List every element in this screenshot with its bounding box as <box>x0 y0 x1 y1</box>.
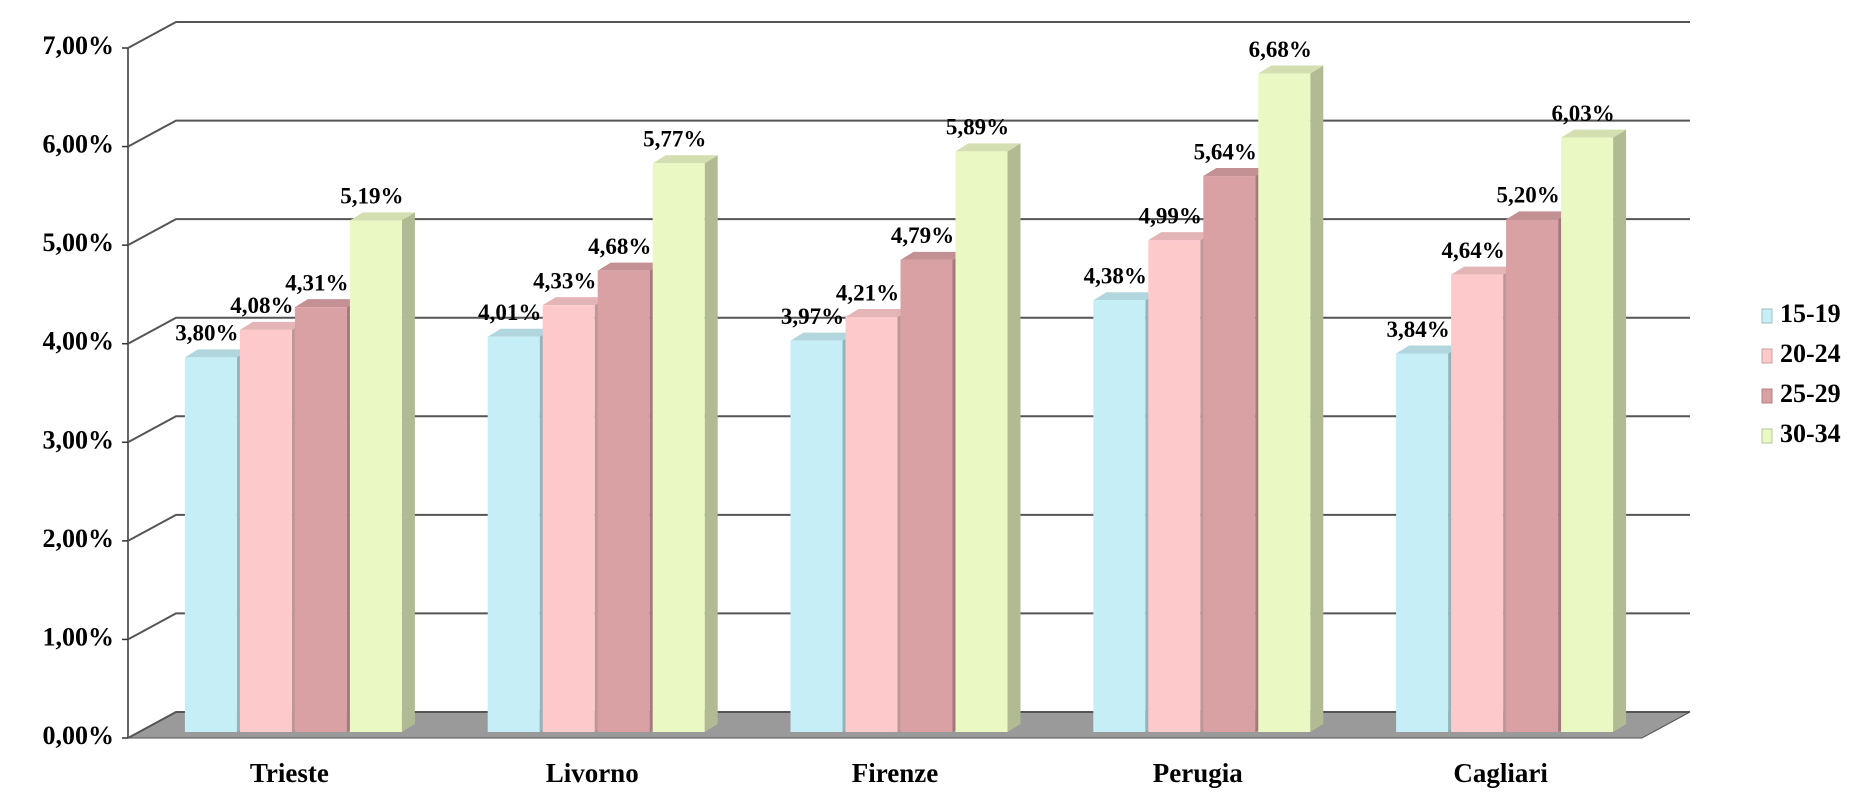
y-tick-label: 5,00% <box>43 228 115 257</box>
value-label: 5,64% <box>1194 139 1257 164</box>
bar <box>295 307 347 732</box>
bar <box>350 220 402 732</box>
bar <box>185 357 237 732</box>
bar <box>1148 240 1200 732</box>
y-tick-label: 6,00% <box>43 130 115 159</box>
x-tick-label: Livorno <box>546 758 639 788</box>
y-tick-label: 2,00% <box>43 524 115 553</box>
value-label: 5,77% <box>643 127 706 152</box>
bar <box>1258 74 1310 732</box>
value-label: 4,64% <box>1441 238 1504 263</box>
bar <box>956 151 1008 732</box>
legend-swatch <box>1762 389 1772 403</box>
bar <box>543 305 595 732</box>
y-tick-label: 0,00% <box>43 721 115 750</box>
bar-side <box>1008 143 1021 732</box>
bar <box>1451 275 1503 732</box>
value-label: 4,79% <box>891 223 954 248</box>
chart: 0,00% 1,00% 2,00% 3,00% 4,00% 5,00% 6,00% 7,00%… <box>0 0 1866 793</box>
bar <box>598 271 650 732</box>
bar-side <box>1310 66 1323 732</box>
value-label: 5,89% <box>946 115 1009 140</box>
value-label: 4,31% <box>285 270 348 295</box>
value-label: 4,33% <box>533 268 596 293</box>
value-label: 4,21% <box>836 280 899 305</box>
y-tick-label: 3,00% <box>43 425 115 454</box>
legend-label: 25-29 <box>1780 379 1841 408</box>
bar <box>791 341 843 732</box>
grid-line <box>128 22 1690 48</box>
bar <box>1093 300 1145 732</box>
value-label: 4,08% <box>230 293 293 318</box>
legend-swatch <box>1762 309 1772 323</box>
value-label: 6,03% <box>1551 101 1614 126</box>
x-tick-label: Trieste <box>250 758 329 788</box>
bar-side <box>705 155 718 732</box>
value-label: 3,84% <box>1386 317 1449 342</box>
legend-label: 20-24 <box>1780 339 1841 368</box>
value-label: 4,38% <box>1084 264 1147 289</box>
bar <box>1506 219 1558 732</box>
bar-side <box>402 212 415 732</box>
legend-label: 15-19 <box>1780 299 1841 328</box>
value-label: 4,99% <box>1139 203 1202 228</box>
y-tick-label: 1,00% <box>43 622 115 651</box>
x-tick-label: Perugia <box>1153 758 1243 788</box>
bar <box>901 260 953 732</box>
bar <box>846 317 898 732</box>
legend-label: 30-34 <box>1780 419 1841 448</box>
value-label: 6,68% <box>1249 37 1312 62</box>
value-label: 4,01% <box>478 300 541 325</box>
x-tick-label: Firenze <box>852 758 938 788</box>
legend-swatch <box>1762 349 1772 363</box>
grid-line <box>128 121 1690 147</box>
value-label: 5,20% <box>1496 183 1559 208</box>
bar <box>240 330 292 732</box>
value-label: 5,19% <box>340 184 403 209</box>
value-label: 4,68% <box>588 234 651 259</box>
bar <box>1203 176 1255 732</box>
legend-swatch <box>1762 429 1772 443</box>
bar <box>1396 353 1448 732</box>
bar <box>653 163 705 732</box>
y-tick-label: 4,00% <box>43 327 115 356</box>
x-tick-label: Cagliari <box>1453 758 1548 788</box>
page: {"chart_data": {"type": "bar3d", "catego… <box>0 0 1866 793</box>
bar <box>1561 138 1613 732</box>
y-tick-label: 7,00% <box>43 31 115 60</box>
bar <box>488 337 540 732</box>
value-label: 3,80% <box>175 321 238 346</box>
value-label: 3,97% <box>781 304 844 329</box>
bar-side <box>1613 130 1626 732</box>
